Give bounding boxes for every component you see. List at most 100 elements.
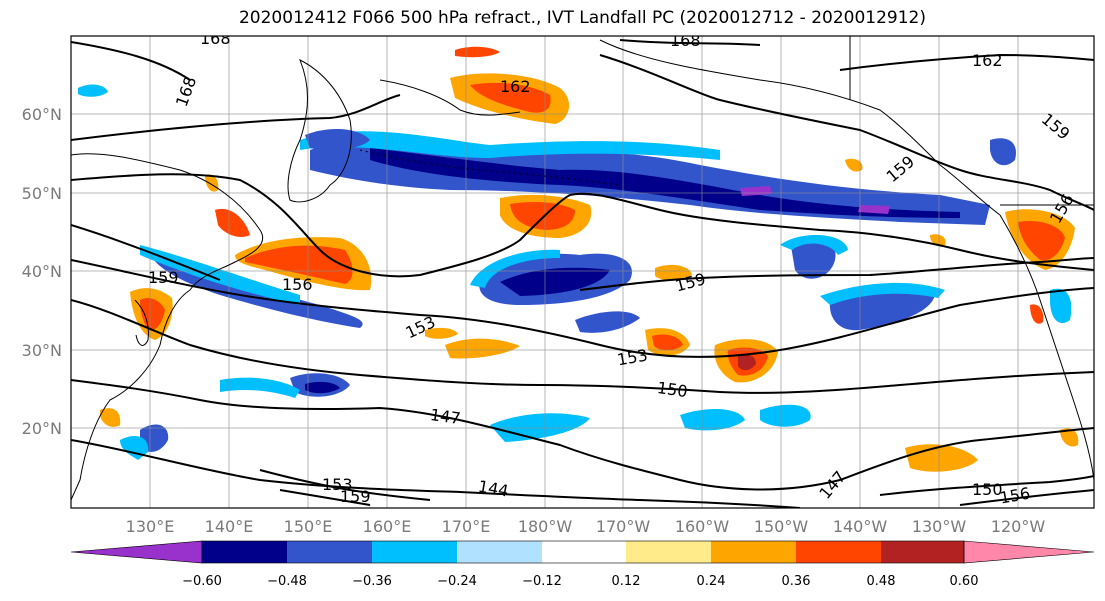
colorbar-tick-label: 0.48	[867, 574, 896, 589]
contour-label: 150	[972, 480, 1003, 499]
colorbar-segment	[287, 541, 372, 563]
contour-156	[71, 173, 1094, 278]
contour-label: 159	[148, 268, 179, 287]
colorbar-segment	[542, 541, 626, 563]
purple-core	[740, 186, 772, 196]
negative-blob-sw-edge	[220, 377, 300, 398]
lat-tick-label: 20°N	[22, 419, 62, 438]
shaded-field	[78, 46, 1079, 472]
negative-blob-central-edge	[470, 249, 560, 288]
lon-tick-label: 180°W	[518, 517, 573, 536]
positive-blob-small-7	[205, 174, 219, 192]
colorbar-tick-label: −0.48	[267, 574, 307, 589]
contour-147	[71, 379, 1094, 491]
positive-blob-north-central-core	[510, 202, 575, 230]
lon-tick-label: 160°E	[363, 517, 412, 536]
coastline-asia	[71, 153, 263, 501]
lon-tick-label: 150°W	[754, 517, 809, 536]
coastline-kamchatka	[287, 58, 352, 203]
contour-156-se	[959, 489, 1094, 506]
lon-tick-label: 170°W	[596, 517, 651, 536]
lon-axis: 130°E 140°E 150°E 160°E 170°E 180°W 170°…	[126, 517, 1046, 536]
coastline-alaska	[379, 39, 1001, 216]
positive-blob-small-6	[1030, 304, 1044, 324]
negative-patch-nw	[305, 128, 370, 150]
colorbar-segment	[711, 541, 796, 563]
negative-blob-central-core	[500, 267, 610, 296]
positive-blob-mid-core	[652, 334, 683, 351]
contour-label: 159	[340, 487, 371, 506]
lon-tick-label: 140°E	[205, 517, 254, 536]
negative-patch-ne	[790, 236, 836, 279]
contour-150	[71, 299, 1094, 394]
colorbar-tick-label: −0.60	[182, 574, 222, 589]
negative-patch-e-edge	[820, 282, 945, 305]
coastline-japan	[134, 299, 149, 346]
coastline-north-america	[999, 214, 1094, 481]
lat-axis: 60°N 50°N 40°N 30°N 20°N	[22, 105, 62, 438]
contour-label: 150	[656, 378, 689, 401]
positive-streak-nw	[215, 208, 250, 237]
lat-tick-label: 30°N	[22, 341, 62, 360]
colorbar-tick-label: −0.36	[352, 574, 392, 589]
lon-tick-label: 130°E	[126, 517, 175, 536]
purple-core-2	[858, 205, 890, 214]
colorbar-tick-label: −0.12	[522, 574, 562, 589]
negative-patch-e	[829, 289, 935, 331]
positive-blob-small-5	[1060, 428, 1079, 447]
positive-blob-small-3	[100, 408, 121, 427]
negative-blob-sw-core	[305, 381, 340, 394]
map-frame	[70, 35, 1095, 509]
contour-label: 156	[282, 275, 313, 294]
colorbar: −0.60 −0.48 −0.36 −0.24 −0.12 0.12 0.24 …	[70, 540, 1095, 589]
colorbar-extend-low	[70, 540, 203, 564]
positive-blob-japan-core	[140, 298, 165, 331]
contour-150-se	[879, 475, 1094, 496]
lat-tick-label: 50°N	[22, 184, 62, 203]
lon-tick-label: 170°E	[442, 517, 491, 536]
negative-patch-far-east-2	[1050, 288, 1072, 324]
contour-159-south	[71, 224, 1094, 291]
colorbar-tick-label: 0.36	[782, 574, 811, 589]
lon-tick-label: 120°W	[991, 517, 1046, 536]
negative-streak-west-edge	[140, 245, 300, 305]
negative-band-north-core	[370, 148, 960, 218]
colorbar-segment	[457, 541, 542, 563]
negative-band-north-edge	[300, 131, 720, 160]
positive-blob-small-2	[425, 327, 458, 339]
colorbar-frame	[201, 540, 965, 564]
negative-patch-se	[680, 408, 745, 431]
lon-tick-label: 140°W	[833, 517, 888, 536]
colorbar-extend-high	[963, 540, 1095, 564]
negative-patch-far-west	[78, 84, 108, 97]
lat-tick-label: 40°N	[22, 262, 62, 281]
contour-159-north	[71, 54, 1094, 211]
negative-patch-ne-edge	[780, 234, 848, 255]
contour-153	[71, 259, 1094, 358]
contour-label: 162	[972, 51, 1003, 70]
negative-patch-mid-south-2	[575, 311, 640, 333]
coastlines	[71, 36, 1094, 501]
map-area: 168 168 168 162 162 159 159 159 159 156 …	[71, 29, 1094, 508]
colorbar-segment	[372, 541, 457, 563]
contour-168	[71, 39, 761, 81]
positive-blob-small-1	[655, 264, 692, 281]
negative-patch-far-east	[990, 138, 1016, 166]
contour-159-sw	[279, 489, 371, 506]
lon-tick-label: 160°W	[675, 517, 730, 536]
positive-blob-east-core-2	[738, 354, 756, 371]
positive-blob-small-8	[845, 158, 863, 172]
contour-label: 153	[322, 475, 353, 494]
colorbar-tick-label: 0.24	[697, 574, 726, 589]
contour-label: 168	[200, 29, 231, 48]
colorbar-segment	[881, 541, 964, 563]
map-title: 2020012412 F066 500 hPa refract., IVT La…	[238, 8, 926, 28]
positive-blob-ne-core	[1018, 220, 1065, 261]
contour-label: 162	[500, 77, 531, 96]
colorbar-tick-label: −0.24	[437, 574, 477, 589]
positive-blob-south	[445, 338, 520, 359]
negative-patch-se-2	[760, 404, 811, 427]
contour-label: 168	[670, 31, 701, 50]
contour-label: 147	[429, 405, 462, 428]
